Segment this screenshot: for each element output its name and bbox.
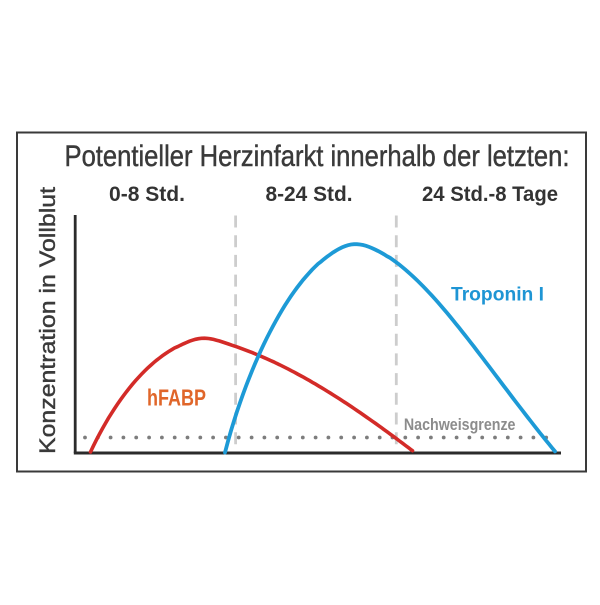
svg-text:Nachweisgrenze: Nachweisgrenze <box>404 415 516 434</box>
svg-text:hFABP: hFABP <box>147 385 206 411</box>
svg-text:Konzentration in Vollblut: Konzentration in Vollblut <box>35 187 60 454</box>
svg-text:24 Std.-8 Tage: 24 Std.-8 Tage <box>422 183 558 206</box>
svg-text:Potentieller Herzinfarkt inner: Potentieller Herzinfarkt innerhalb der l… <box>65 140 570 173</box>
svg-text:0-8 Std.: 0-8 Std. <box>109 183 185 206</box>
svg-text:8-24 Std.: 8-24 Std. <box>266 183 353 206</box>
svg-text:Troponin I: Troponin I <box>451 285 544 306</box>
